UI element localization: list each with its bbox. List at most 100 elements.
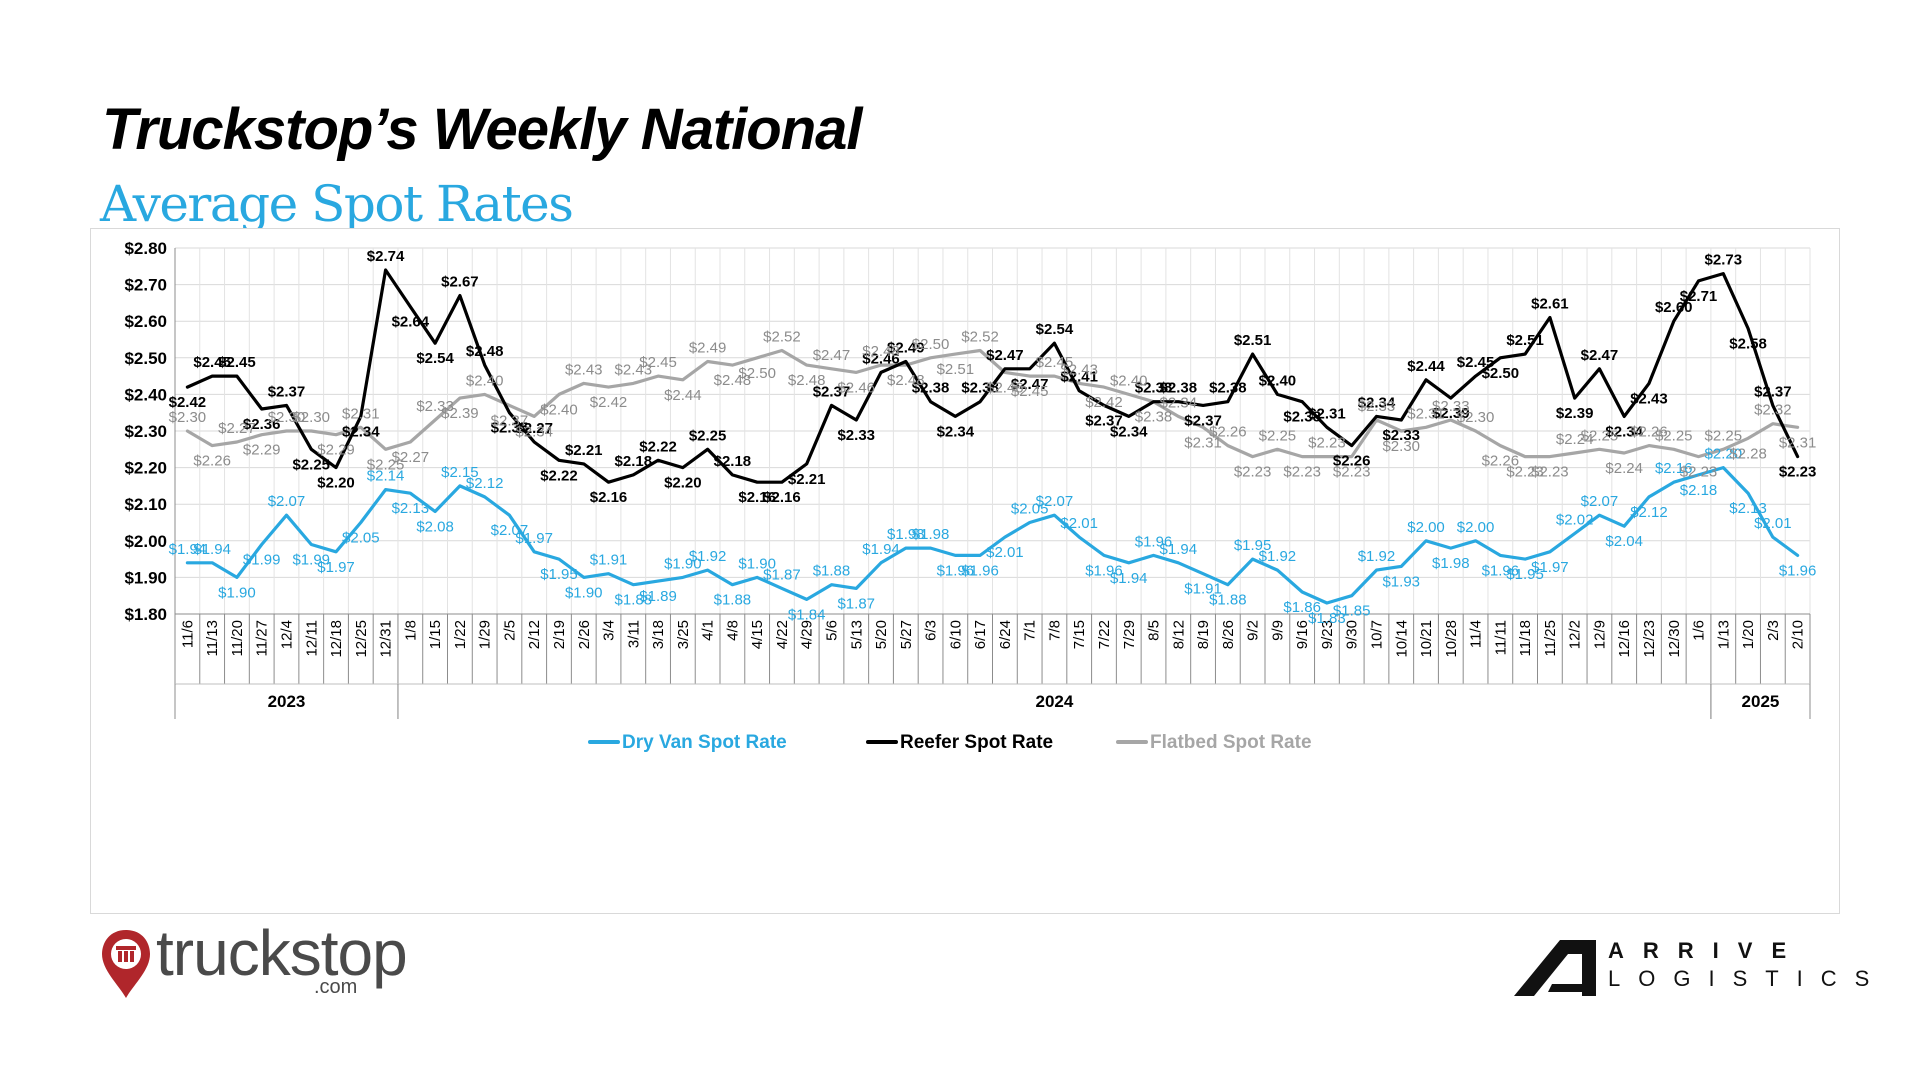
data-label: $1.94 <box>1110 570 1148 587</box>
x-tick-label: 11/6 <box>179 620 196 648</box>
x-tick-label: 4/1 <box>700 620 717 641</box>
data-label: $2.01 <box>1754 515 1792 532</box>
data-label: $2.00 <box>1457 519 1495 536</box>
data-label: $2.26 <box>1482 453 1520 470</box>
data-label: $1.97 <box>317 559 355 576</box>
data-label: $2.14 <box>367 468 405 485</box>
data-label: $2.44 <box>664 387 702 404</box>
data-label: $2.02 <box>1556 511 1594 528</box>
data-label: $2.12 <box>466 475 504 492</box>
data-label: $2.52 <box>961 328 999 345</box>
x-tick-label: 10/7 <box>1368 620 1385 649</box>
data-label: $2.27 <box>218 420 256 437</box>
series-line <box>185 466 1800 605</box>
data-label: $2.49 <box>887 339 925 356</box>
x-tick-label: 12/16 <box>1616 620 1633 658</box>
data-label: $2.47 <box>1581 347 1619 364</box>
x-tick-label: 11/13 <box>204 620 221 656</box>
x-tick-label: 3/4 <box>601 620 618 641</box>
data-label: $2.18 <box>1680 482 1718 499</box>
data-label: $2.05 <box>342 530 380 547</box>
data-label: $2.07 <box>268 493 306 510</box>
data-label: $2.37 <box>1184 412 1222 429</box>
data-label: $2.31 <box>1407 405 1445 422</box>
data-label: $2.24 <box>1605 460 1643 477</box>
data-label: $1.98 <box>887 526 925 543</box>
data-label: $2.16 <box>763 489 801 506</box>
x-tick-label: 11/4 <box>1468 620 1485 648</box>
data-label: $2.23 <box>1506 464 1544 481</box>
x-tick-label: 1/13 <box>1715 620 1732 649</box>
data-label: $2.16 <box>738 489 776 506</box>
data-label: $2.47 <box>1011 376 1049 393</box>
x-tick-label: 7/1 <box>1022 620 1039 641</box>
data-label: $2.46 <box>862 350 900 367</box>
data-label: $2.38 <box>912 380 950 397</box>
spot-rate-chart: $1.80$1.90$2.00$2.10$2.20$2.30$2.40$2.50… <box>124 239 1816 753</box>
data-label: $1.99 <box>292 551 330 568</box>
data-label: $2.25 <box>1581 427 1619 444</box>
y-tick-label: $2.00 <box>124 532 167 551</box>
data-label: $2.25 <box>1655 427 1693 444</box>
data-label: $2.29 <box>317 442 355 459</box>
data-label: $2.23 <box>1680 464 1718 481</box>
data-label: $2.23 <box>1531 464 1569 481</box>
data-label: $2.31 <box>342 405 380 422</box>
data-label: $2.27 <box>515 420 553 437</box>
data-label: $2.40 <box>466 372 504 389</box>
data-label: $2.34 <box>1358 394 1396 411</box>
x-tick-label: 7/8 <box>1046 620 1063 641</box>
data-label: $2.67 <box>441 274 479 291</box>
data-label: $2.25 <box>367 456 405 473</box>
data-label: $2.08 <box>416 519 454 536</box>
data-label: $2.51 <box>937 361 975 378</box>
y-tick-label: $2.50 <box>124 349 167 368</box>
data-label: $2.43 <box>1630 390 1668 407</box>
data-label: $2.30 <box>1382 438 1420 455</box>
data-label: $2.25 <box>689 427 727 444</box>
data-label: $2.31 <box>1184 434 1222 451</box>
data-label: $2.46 <box>986 379 1024 396</box>
data-label: $2.39 <box>441 405 479 422</box>
x-tick-label: 8/19 <box>1195 620 1212 649</box>
arrive-logo-icon <box>1514 940 1596 996</box>
x-tick-label: 11/27 <box>254 620 271 656</box>
data-label: $2.43 <box>615 361 653 378</box>
data-label: $2.44 <box>1407 358 1445 375</box>
data-label: $2.23 <box>1333 464 1371 481</box>
x-tick-label: 7/22 <box>1096 620 1113 649</box>
x-tick-label: 12/4 <box>278 620 295 649</box>
legend-label: Flatbed Spot Rate <box>1150 732 1312 753</box>
data-label: $2.39 <box>1432 405 1470 422</box>
data-label: $2.30 <box>169 409 207 426</box>
data-label: $2.24 <box>1556 431 1594 448</box>
x-tick-label: 2/12 <box>526 620 543 649</box>
data-label: $2.41 <box>1060 369 1098 386</box>
x-tick-label: 11/18 <box>1517 620 1534 656</box>
data-label: $2.34 <box>937 423 975 440</box>
data-label: $2.30 <box>268 409 306 426</box>
data-label: $2.12 <box>1630 504 1668 521</box>
x-tick-label: 10/21 <box>1418 620 1435 658</box>
data-label: $1.90 <box>664 555 702 572</box>
data-label: $2.48 <box>466 343 504 360</box>
data-label: $2.51 <box>1234 332 1272 349</box>
x-tick-label: 2/26 <box>576 620 593 649</box>
data-label: $1.88 <box>615 592 653 609</box>
year-label: 2025 <box>1742 692 1780 711</box>
data-label: $2.48 <box>862 343 900 360</box>
x-tick-label: 10/28 <box>1443 620 1460 658</box>
y-tick-label: $2.40 <box>124 385 167 404</box>
data-label: $1.87 <box>763 566 801 583</box>
data-label: $2.64 <box>392 314 430 331</box>
x-tick-label: 2/3 <box>1765 620 1782 641</box>
data-label: $2.60 <box>1655 299 1693 316</box>
x-tick-label: 1/8 <box>402 620 419 641</box>
data-label: $2.26 <box>1630 424 1668 441</box>
data-label: $2.35 <box>491 420 529 437</box>
x-tick-label: 1/15 <box>427 620 444 649</box>
data-label: $2.34 <box>342 423 380 440</box>
data-label: $2.50 <box>738 365 776 382</box>
x-tick-label: 4/22 <box>774 620 791 649</box>
data-label: $2.07 <box>491 522 529 539</box>
